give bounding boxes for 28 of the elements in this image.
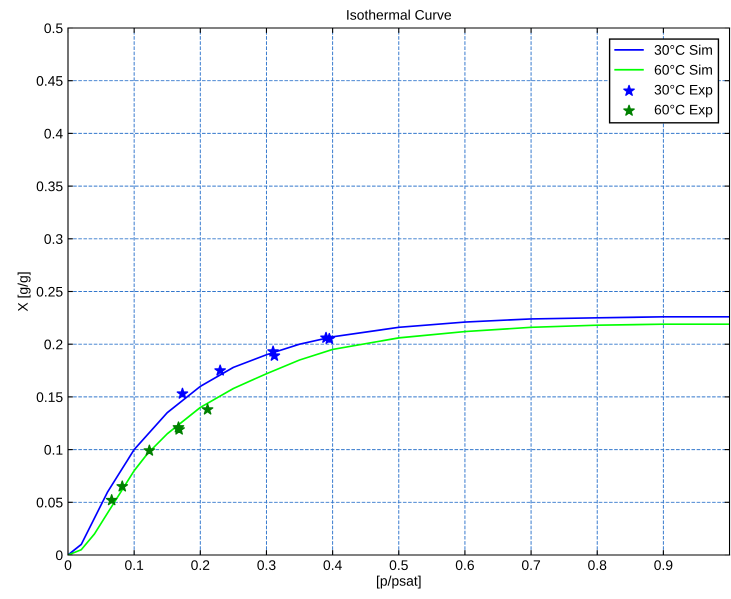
x-tick-label: 0.9: [654, 560, 672, 570]
x-tick-label: 0.6: [456, 560, 474, 570]
y-tick-label: 0.15: [36, 392, 63, 402]
y-tick-label: 0: [56, 550, 63, 560]
y-tick-label: 0.05: [36, 498, 63, 508]
x-tick-label: 0.5: [390, 560, 408, 570]
y-tick-label: 0.35: [36, 181, 63, 192]
x-tick-label: 0.7: [522, 560, 540, 570]
y-tick-label: 0.3: [44, 234, 63, 244]
chart-title: Isothermal Curve: [347, 10, 452, 20]
y-tick-label: 0.45: [36, 76, 63, 86]
y-tick-label: 0.1: [44, 444, 62, 455]
legend-label: 30°C Sim: [654, 44, 712, 55]
legend-label: 60°C Sim: [654, 64, 712, 75]
x-tick-label: 0.1: [125, 560, 144, 570]
y-tick-label: 0.25: [36, 286, 63, 297]
y-tick-label: 0.4: [44, 128, 63, 139]
x-tick-label: 0.4: [324, 560, 342, 570]
x-tick-label: 0.3: [257, 560, 276, 570]
x-tick-label: 0.2: [191, 560, 210, 570]
legend-label: 60°C Exp: [654, 104, 712, 118]
y-tick-label: 0.5: [44, 23, 63, 34]
x-tick-label: 0.8: [588, 560, 606, 570]
x-tick-label: 0: [64, 560, 72, 570]
y-axis-title: X [g/g]: [18, 272, 31, 312]
legend-label: 30°C Exp: [654, 84, 712, 98]
y-tick-label: 0.2: [44, 340, 62, 350]
x-axis-title: [p/psat]: [376, 576, 421, 589]
